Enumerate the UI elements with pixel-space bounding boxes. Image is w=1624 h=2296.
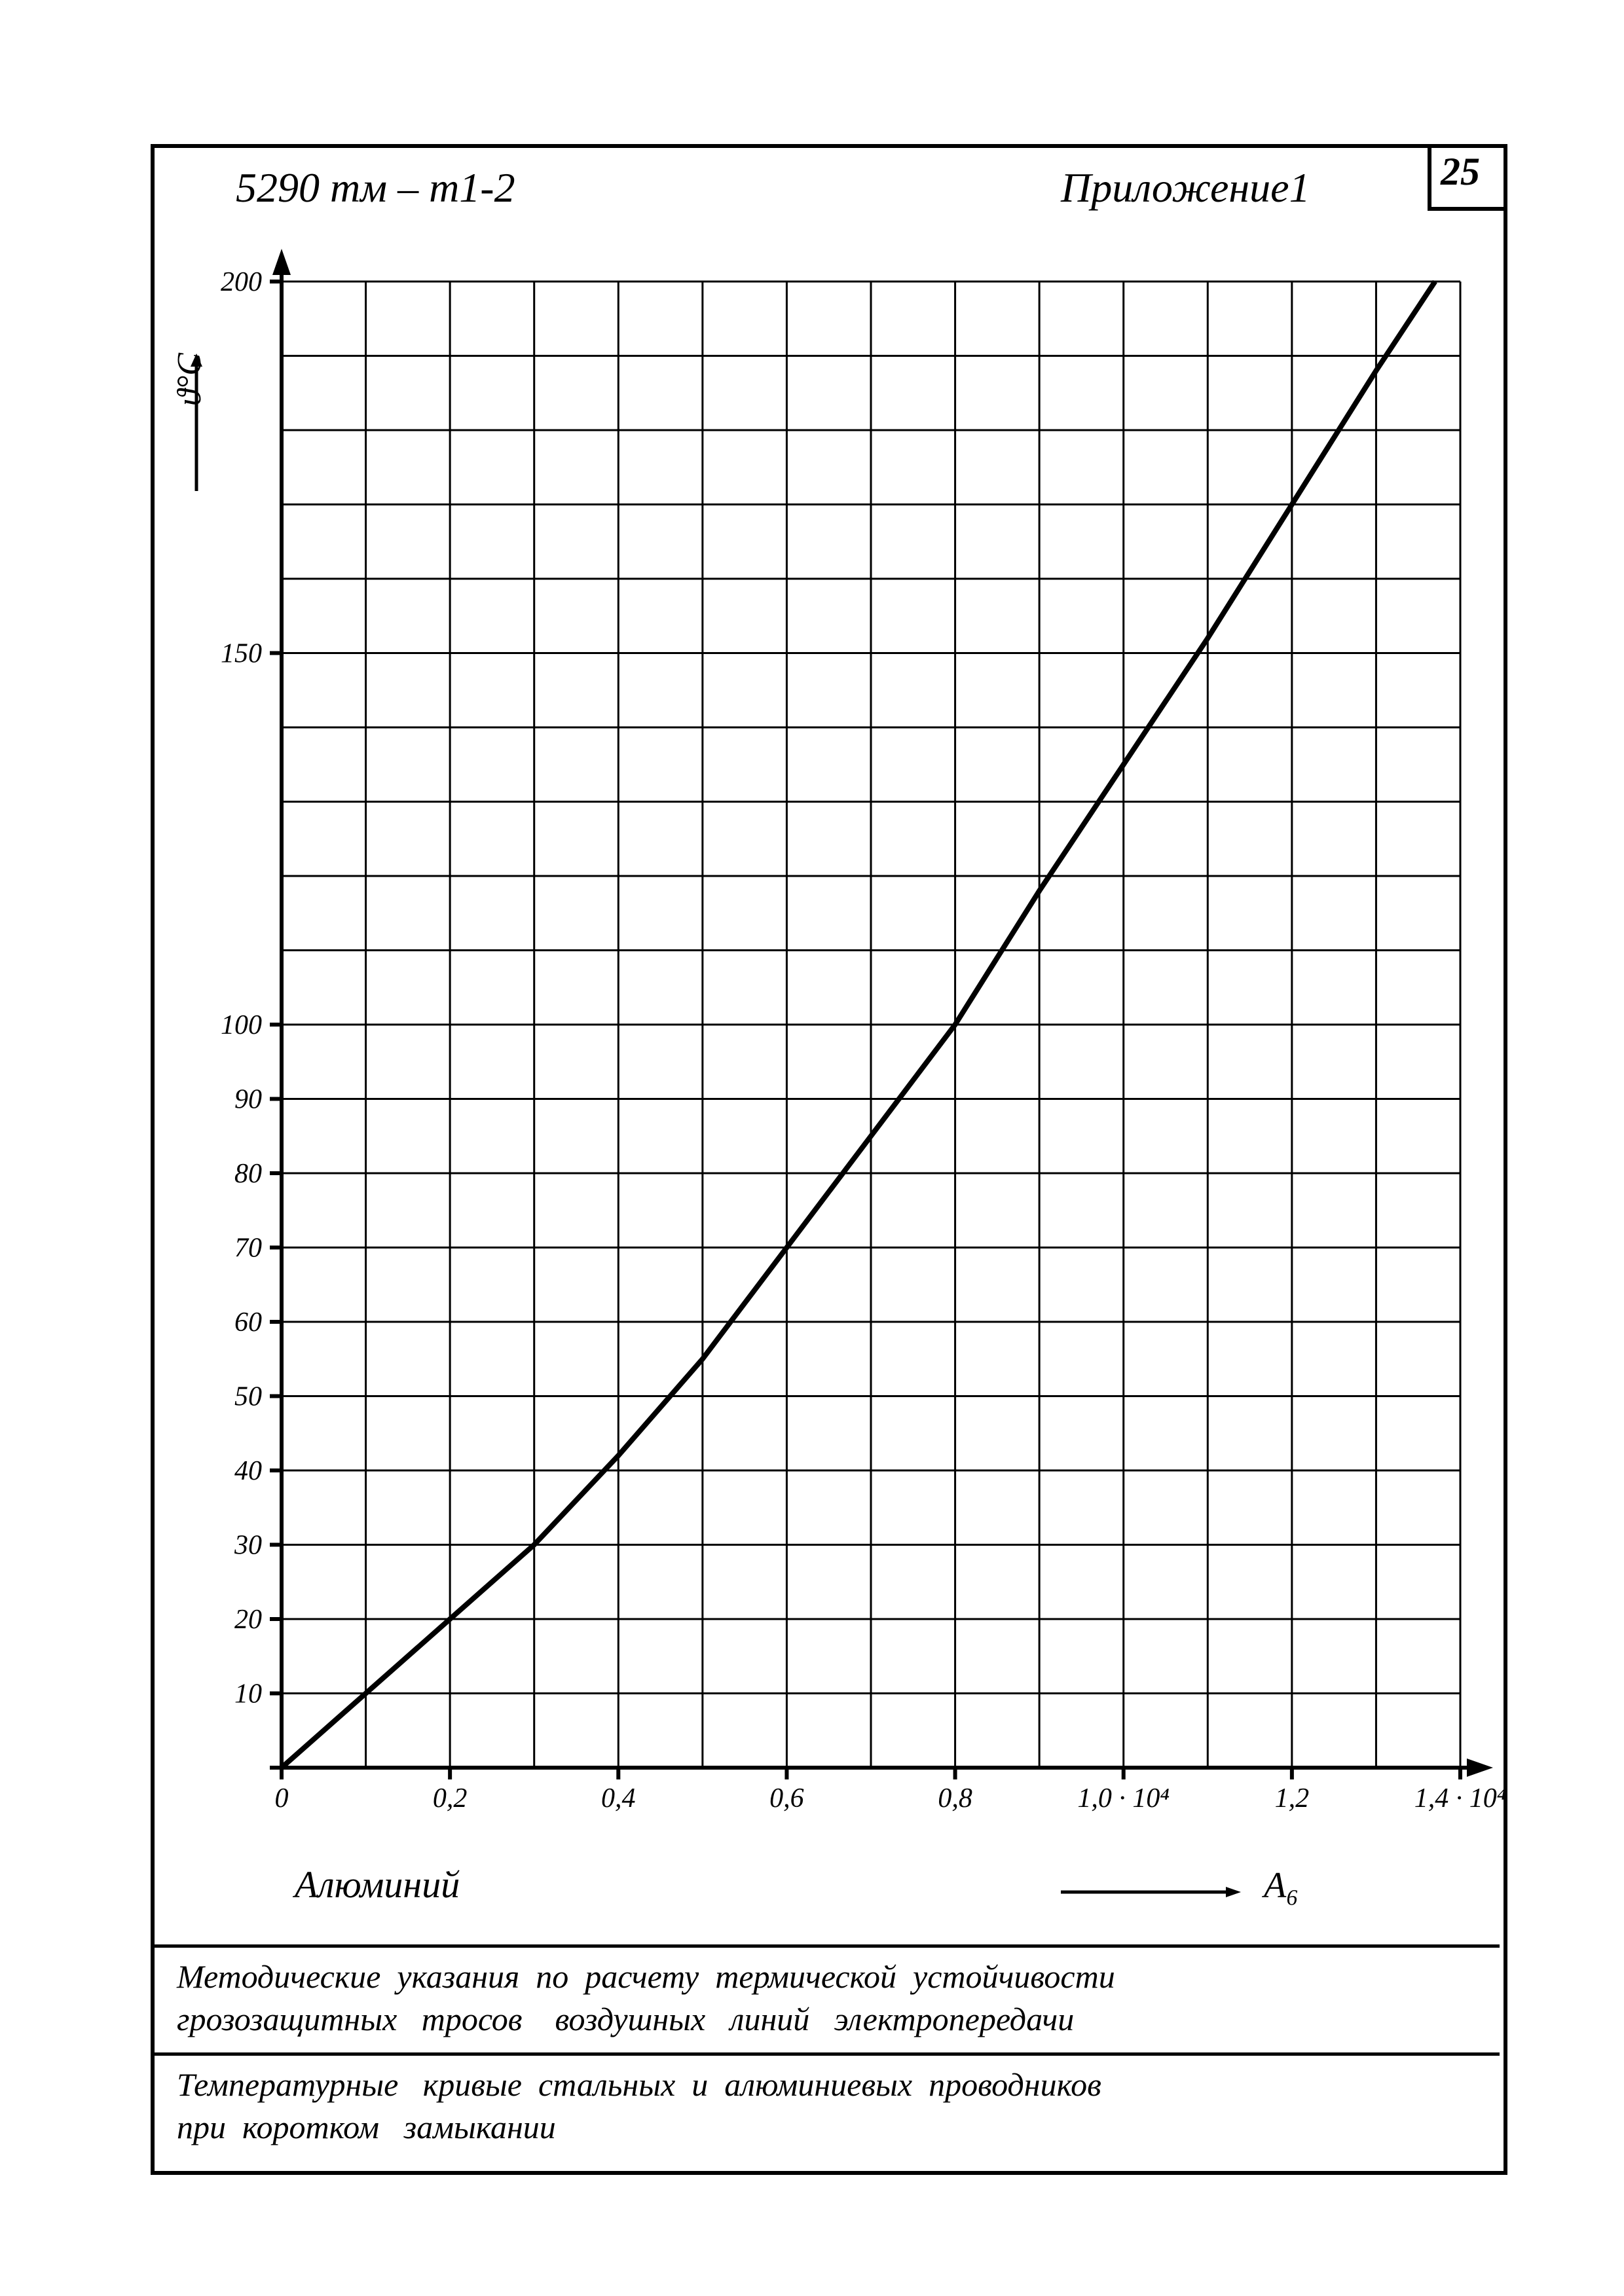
x-tick-label: 0,6: [769, 1783, 804, 1813]
footer-divider-1: [151, 1944, 1500, 1948]
y-tick-label: 60: [234, 1307, 262, 1338]
y-tick-label: 80: [234, 1159, 262, 1189]
footer-line-3: Температурные кривые стальных и алюминие…: [177, 2066, 1101, 2104]
footer-line-4: при коротком замыкании: [177, 2108, 556, 2146]
y-tick-label: 70: [234, 1233, 262, 1264]
x-tick-label: 0,2: [433, 1783, 468, 1813]
x-tick-label: 0: [275, 1783, 289, 1813]
y-tick-label: 50: [234, 1382, 262, 1412]
x-tick-label: 1,4 · 10⁴: [1414, 1783, 1507, 1813]
y-tick-label: 20: [234, 1605, 262, 1635]
y-tick-label: 40: [234, 1456, 262, 1486]
y-tick-label: 90: [234, 1085, 262, 1115]
x-tick-label: 1,0 · 10⁴: [1077, 1783, 1170, 1813]
material-label: Алюминий: [295, 1863, 460, 1906]
x-tick-label: 0,4: [601, 1783, 636, 1813]
footer-line-2: грозозащитных тросов воздушных линий эле…: [177, 2000, 1074, 2038]
page: 25 5290 тм – т1-2 Приложение1 00,20,40,6…: [0, 0, 1624, 2296]
y-tick-label: 100: [221, 1010, 262, 1040]
footer-divider-2: [151, 2052, 1500, 2056]
x-axis-arrow-icon: [1061, 1882, 1244, 1902]
y-tick-label: 200: [221, 267, 262, 297]
y-tick-label: 30: [234, 1531, 262, 1561]
x-tick-label: 1,2: [1275, 1783, 1310, 1813]
chart: 0 0,2 0,4 0,6 0,8 1,0 · 10⁴ 1,2 1,4 · 10⁴ 10 20 30…: [0, 0, 1624, 2296]
x-tick-label: 0,8: [938, 1783, 972, 1813]
y-tick-label: 150: [221, 639, 262, 669]
y-axis-arrow-icon: [187, 354, 206, 498]
x-axis-symbol: A₆: [1264, 1865, 1299, 1906]
grid: [282, 282, 1460, 1768]
footer-line-1: Методические указания по расчету термиче…: [177, 1958, 1115, 1995]
y-tick-label: 10: [234, 1679, 262, 1709]
